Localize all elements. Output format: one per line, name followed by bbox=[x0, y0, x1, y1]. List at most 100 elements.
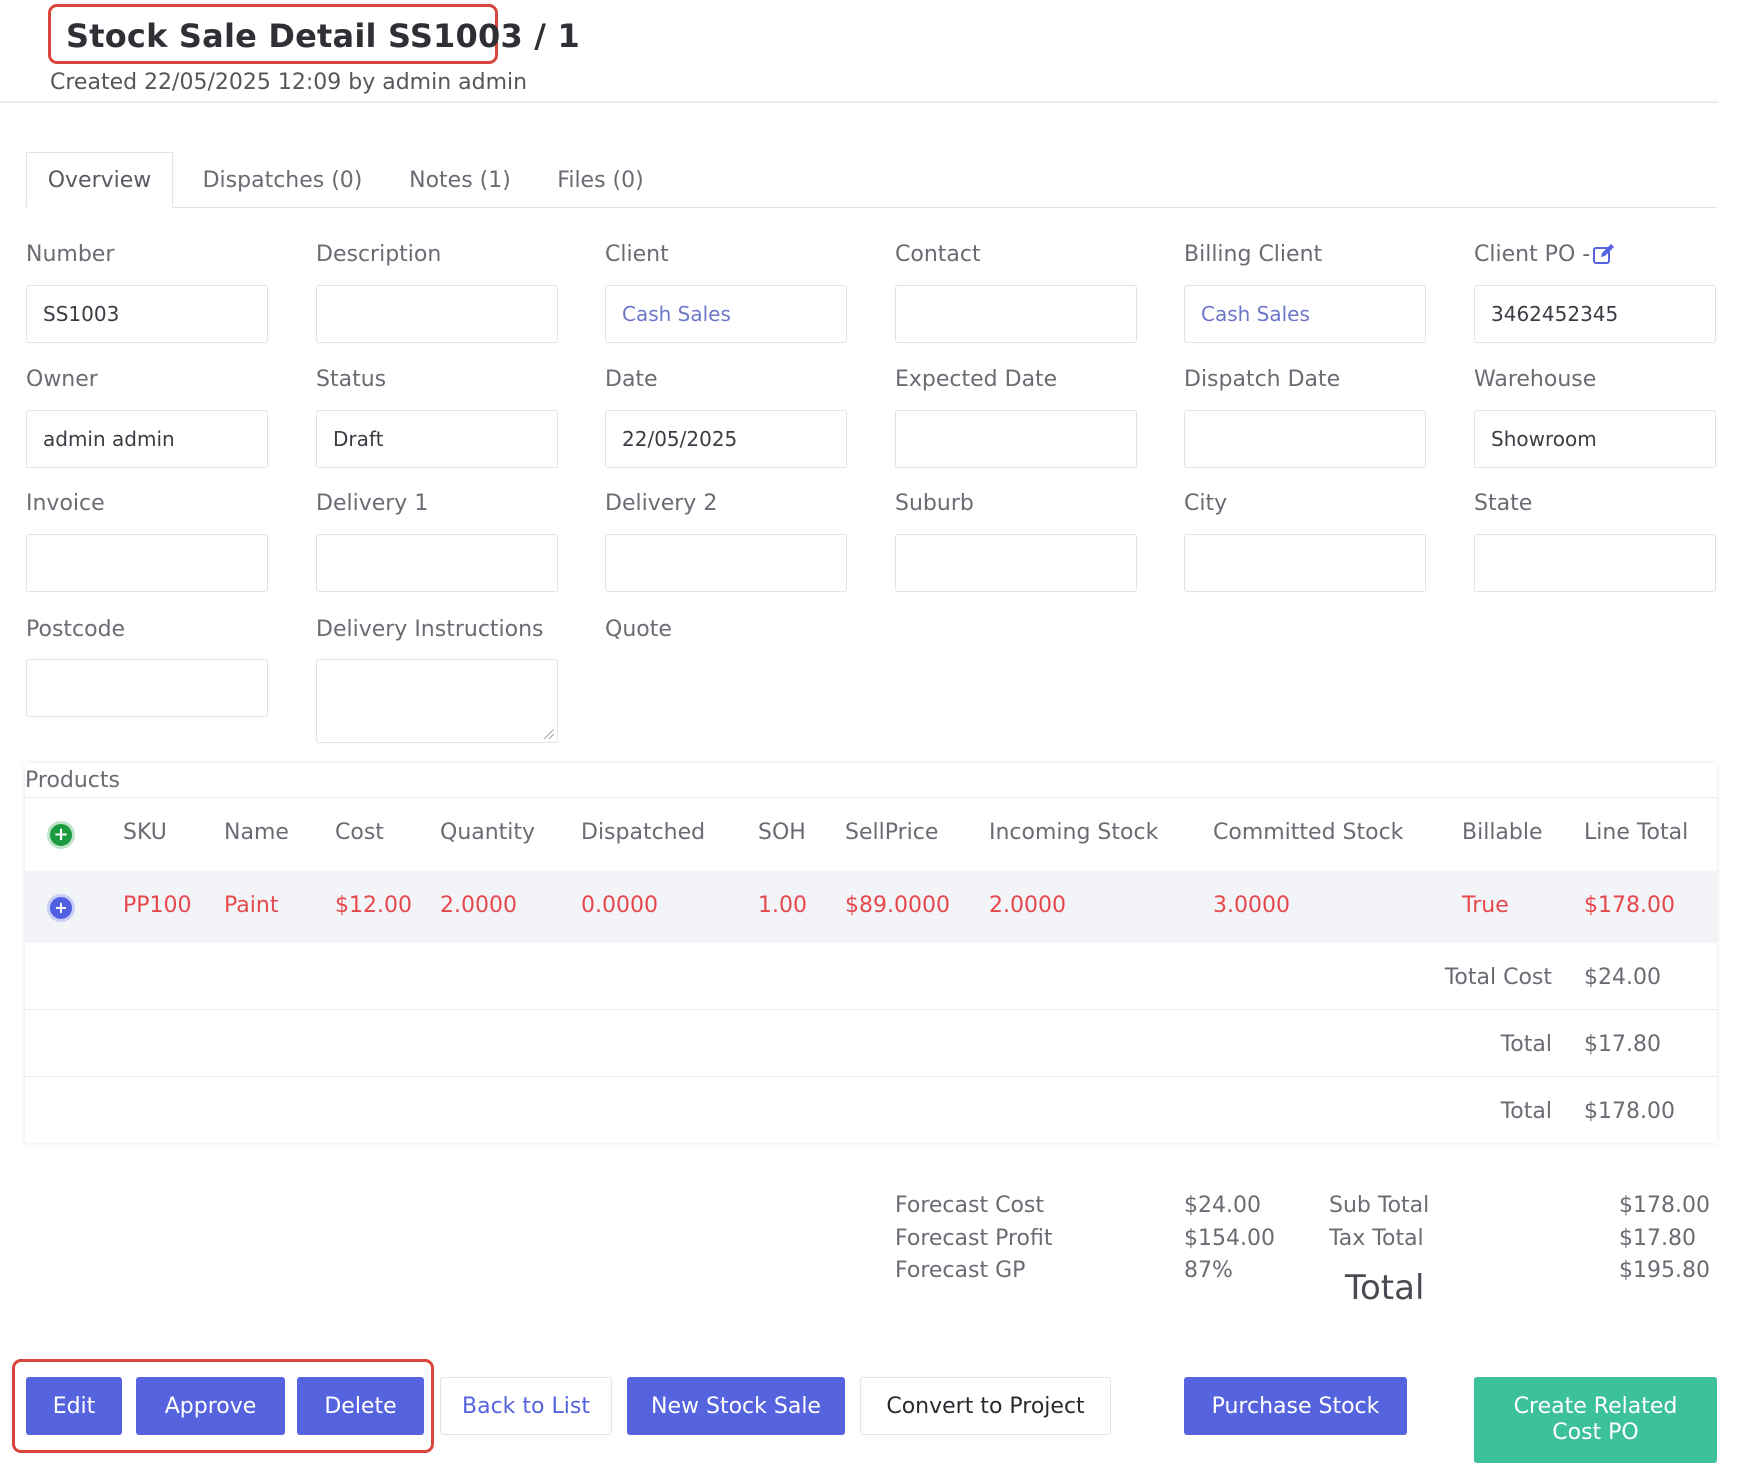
contact-label: Contact bbox=[895, 242, 981, 267]
status-field[interactable]: Draft bbox=[316, 410, 558, 468]
client-po-label: Client PO - bbox=[1474, 242, 1591, 267]
summary-tax-label: Total bbox=[1500, 1032, 1552, 1057]
number-label: Number bbox=[26, 242, 115, 267]
create-related-label-line1: Create Related bbox=[1513, 1393, 1678, 1419]
warehouse-label: Warehouse bbox=[1474, 367, 1597, 392]
column-header-sku: SKU bbox=[123, 820, 167, 845]
column-header-cost: Cost bbox=[335, 820, 384, 845]
status-label: Status bbox=[316, 367, 387, 392]
create-related-label-line2: Cost PO bbox=[1552, 1420, 1639, 1445]
dispatch-date-field[interactable] bbox=[1184, 410, 1426, 468]
delivery1-field[interactable] bbox=[316, 534, 558, 592]
products-card bbox=[25, 763, 1717, 1143]
tab-dispatches[interactable]: Dispatches (0) bbox=[202, 167, 363, 193]
summary-total-value: $178.00 bbox=[1584, 1099, 1675, 1124]
warehouse-field[interactable]: Showroom bbox=[1474, 410, 1716, 468]
delivery-instructions-textarea[interactable] bbox=[316, 659, 558, 743]
column-header-committed-stock: Committed Stock bbox=[1213, 820, 1404, 845]
column-header-dispatched: Dispatched bbox=[581, 820, 706, 845]
forecast-cost-value: $24.00 bbox=[1184, 1193, 1261, 1218]
products-title: Products bbox=[25, 768, 120, 793]
delete-button[interactable]: Delete bbox=[297, 1377, 424, 1435]
back-to-list-button[interactable]: Back to List bbox=[440, 1377, 612, 1435]
cell-name: Paint bbox=[224, 893, 279, 918]
cell-cost: $12.00 bbox=[335, 893, 412, 918]
column-header-billable: Billable bbox=[1462, 820, 1543, 845]
city-label: City bbox=[1184, 491, 1228, 516]
forecast-profit-label: Forecast Profit bbox=[895, 1226, 1053, 1251]
cell-billable: True bbox=[1462, 893, 1509, 918]
delivery2-field[interactable] bbox=[605, 534, 847, 592]
new-stock-sale-button[interactable]: New Stock Sale bbox=[627, 1377, 845, 1435]
delivery-instructions-label: Delivery Instructions bbox=[316, 617, 544, 642]
column-header-incoming-stock: Incoming Stock bbox=[989, 820, 1159, 845]
purchase-stock-button[interactable]: Purchase Stock bbox=[1184, 1377, 1407, 1435]
page-title: Stock Sale Detail SS1003 / 1 bbox=[66, 17, 580, 55]
date-label: Date bbox=[605, 367, 658, 392]
subtotal-value: $178.00 bbox=[1619, 1193, 1710, 1218]
suburb-field[interactable] bbox=[895, 534, 1137, 592]
owner-field[interactable]: admin admin bbox=[26, 410, 268, 468]
client-label: Client bbox=[605, 242, 669, 267]
state-label: State bbox=[1474, 491, 1533, 516]
grand-total-value: $195.80 bbox=[1619, 1258, 1710, 1283]
contact-field[interactable] bbox=[895, 285, 1137, 343]
plus-circle-icon: + bbox=[47, 821, 75, 849]
cell-sku: PP100 bbox=[123, 893, 192, 918]
tabs-divider bbox=[25, 207, 1717, 208]
description-label: Description bbox=[316, 242, 442, 267]
tab-overview[interactable]: Overview bbox=[26, 152, 173, 208]
tab-files[interactable]: Files (0) bbox=[557, 167, 644, 193]
tab-notes[interactable]: Notes (1) bbox=[409, 167, 511, 193]
create-related-cost-po-button[interactable]: Create Related Cost PO bbox=[1474, 1377, 1717, 1463]
cell-quantity: 2.0000 bbox=[440, 893, 517, 918]
table-row[interactable] bbox=[25, 871, 1717, 943]
state-field[interactable] bbox=[1474, 534, 1716, 592]
postcode-label: Postcode bbox=[26, 617, 126, 642]
expected-date-field[interactable] bbox=[895, 410, 1137, 468]
client-field[interactable]: Cash Sales bbox=[605, 285, 847, 343]
summary-total-cost-value: $24.00 bbox=[1584, 965, 1661, 990]
column-header-line-total: Line Total bbox=[1584, 820, 1689, 845]
city-field[interactable] bbox=[1184, 534, 1426, 592]
row-expand-button[interactable]: + bbox=[47, 894, 75, 922]
delivery1-label: Delivery 1 bbox=[316, 491, 429, 516]
column-header-quantity: Quantity bbox=[440, 820, 536, 845]
column-header-sellprice: SellPrice bbox=[845, 820, 939, 845]
invoice-field[interactable] bbox=[26, 534, 268, 592]
tax-total-label: Tax Total bbox=[1329, 1226, 1424, 1251]
billing-client-field[interactable]: Cash Sales bbox=[1184, 285, 1426, 343]
button-group-highlight-box bbox=[12, 1359, 434, 1453]
cell-sellprice: $89.0000 bbox=[845, 893, 950, 918]
cell-line-total: $178.00 bbox=[1584, 893, 1675, 918]
suburb-label: Suburb bbox=[895, 491, 974, 516]
client-po-field[interactable]: 3462452345 bbox=[1474, 285, 1716, 343]
edit-button[interactable]: Edit bbox=[26, 1377, 122, 1435]
dispatch-date-label: Dispatch Date bbox=[1184, 367, 1341, 392]
convert-to-project-button[interactable]: Convert to Project bbox=[860, 1377, 1111, 1435]
header-divider bbox=[0, 101, 1718, 103]
plus-circle-icon: + bbox=[47, 894, 75, 922]
resize-handle-icon[interactable] bbox=[544, 729, 554, 739]
date-field[interactable]: 22/05/2025 bbox=[605, 410, 847, 468]
summary-total-cost-label: Total Cost bbox=[1444, 965, 1552, 990]
postcode-field[interactable] bbox=[26, 659, 268, 717]
summary-tax-value: $17.80 bbox=[1584, 1032, 1661, 1057]
forecast-gp-label: Forecast GP bbox=[895, 1258, 1026, 1283]
summary-divider bbox=[25, 1009, 1717, 1010]
column-header-soh: SOH bbox=[758, 820, 806, 845]
cell-soh: 1.00 bbox=[758, 893, 807, 918]
tax-total-value: $17.80 bbox=[1619, 1226, 1696, 1251]
description-field[interactable] bbox=[316, 285, 558, 343]
add-product-button[interactable]: + bbox=[47, 821, 75, 849]
cell-committed-stock: 3.0000 bbox=[1213, 893, 1290, 918]
invoice-label: Invoice bbox=[26, 491, 105, 516]
products-title-divider bbox=[25, 797, 1717, 798]
forecast-gp-value: 87% bbox=[1184, 1258, 1233, 1283]
number-field[interactable]: SS1003 bbox=[26, 285, 268, 343]
subtotal-label: Sub Total bbox=[1329, 1193, 1430, 1218]
edit-icon[interactable] bbox=[1592, 243, 1616, 267]
billing-client-label: Billing Client bbox=[1184, 242, 1323, 267]
approve-button[interactable]: Approve bbox=[136, 1377, 285, 1435]
forecast-cost-label: Forecast Cost bbox=[895, 1193, 1044, 1218]
